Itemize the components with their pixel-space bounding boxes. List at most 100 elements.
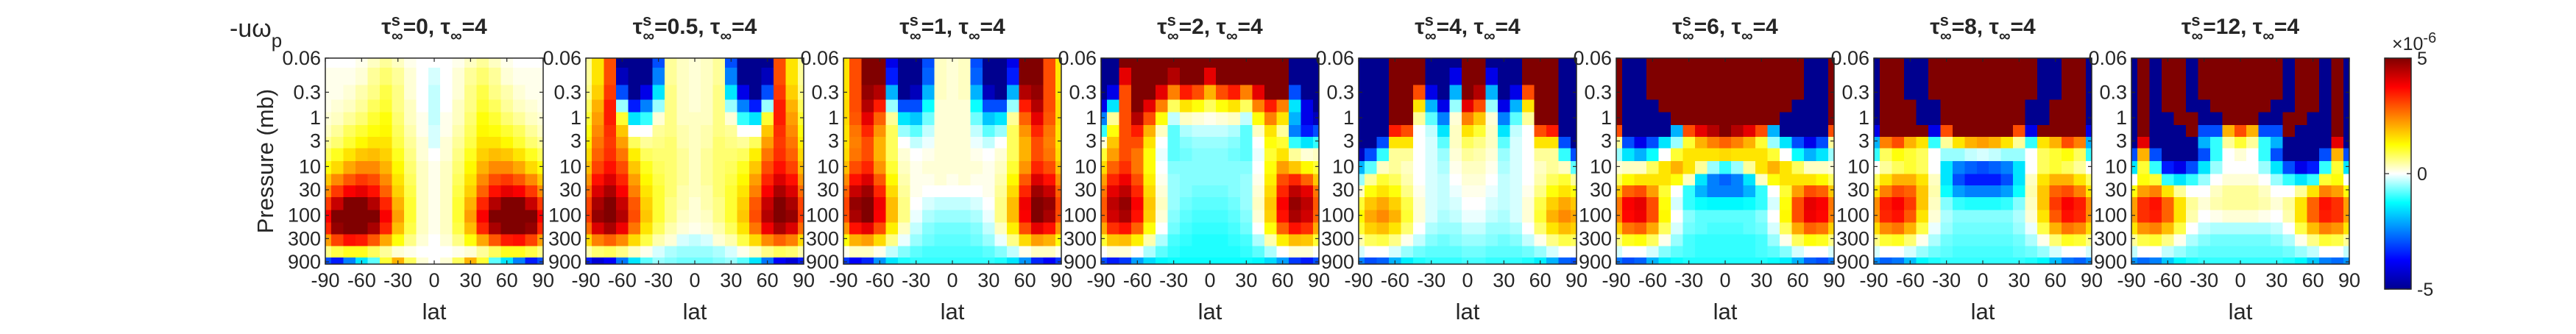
heatmap-cell: [1510, 210, 1523, 224]
heatmap-cell: [2271, 85, 2284, 100]
heatmap-cell: [2073, 99, 2087, 113]
heatmap-cell: [2271, 148, 2284, 162]
heatmap-cell: [1485, 210, 1498, 224]
heatmap-cell: [1007, 234, 1020, 246]
heatmap-cell: [2061, 85, 2074, 100]
heatmap-cell: [1780, 185, 1793, 198]
heatmap-cell: [1558, 68, 1571, 85]
heatmap-cell: [749, 222, 762, 235]
heatmap-cell: [1376, 246, 1390, 258]
heatmap-cell: [2173, 196, 2187, 210]
heatmap-cell: [849, 234, 863, 246]
heatmap-cell: [512, 185, 526, 198]
heatmap-cell: [440, 85, 453, 100]
heatmap-cell: [628, 68, 641, 85]
heatmap-cell: [489, 174, 502, 186]
heatmap-cell: [1892, 174, 1905, 186]
heatmap-cell: [1019, 210, 1032, 224]
x-axis-label: lat: [1971, 299, 1995, 324]
heatmap-cell: [1803, 112, 1816, 126]
x-tick-label: -30: [383, 269, 412, 291]
heatmap-cell: [440, 99, 453, 113]
heatmap-cell: [1634, 85, 1647, 100]
heatmap-cell: [1916, 99, 1929, 113]
heatmap-cell: [1880, 58, 1893, 68]
heatmap-cell: [843, 136, 850, 149]
heatmap-cell: [2173, 257, 2187, 265]
heatmap-cell: [380, 222, 393, 235]
heatmap-cell: [2295, 174, 2308, 186]
heatmap-cell: [1989, 222, 2002, 235]
heatmap-cell: [1107, 246, 1120, 258]
heatmap-cell: [849, 68, 863, 85]
heatmap-cell: [440, 185, 453, 198]
heatmap-cell: [843, 257, 850, 265]
heatmap-cell: [2331, 148, 2344, 162]
heatmap-cell: [1301, 185, 1314, 198]
heatmap-cell: [1055, 99, 1062, 113]
heatmap-cell: [910, 161, 923, 174]
heatmap-cell: [688, 148, 701, 162]
heatmap-cell: [392, 185, 405, 198]
heatmap-cell: [325, 257, 332, 265]
heatmap-cell: [921, 148, 935, 162]
heatmap-cell: [2073, 222, 2087, 235]
heatmap-cell: [489, 257, 502, 265]
panel-title-tau-s-value: =8,: [1952, 15, 1989, 39]
heatmap-cell: [1743, 148, 1756, 162]
heatmap-cell: [1707, 185, 1720, 198]
heatmap-cell: [861, 161, 874, 174]
heatmap-cell: [1101, 174, 1108, 186]
heatmap-cell: [2343, 112, 2350, 126]
heatmap-cell: [1522, 174, 1535, 186]
heatmap-cell: [983, 112, 996, 126]
heatmap-cell: [1276, 148, 1289, 162]
heatmap-cell: [1719, 222, 1732, 235]
heatmap: [2131, 58, 2350, 265]
panel-7: τs ∞=8, τ∞=4-90 -60 -30 0 30 60 900.060.3131030…: [1830, 11, 2103, 324]
heatmap-cell: [1019, 185, 1032, 198]
heatmap-cell: [994, 68, 1008, 85]
heatmap-cell: [983, 222, 996, 235]
heatmap-cell: [2061, 234, 2074, 246]
heatmap-cell: [921, 222, 935, 235]
heatmap-cell: [1952, 85, 1965, 100]
heatmap-cell: [489, 68, 502, 85]
heatmap-cell: [1216, 174, 1229, 186]
heatmap-cell: [1616, 196, 1623, 210]
heatmap-cell: [1780, 234, 1793, 246]
heatmap-cell: [1449, 185, 1462, 198]
heatmap-cell: [2343, 136, 2350, 149]
panel-title-tau-inf-value: =4: [2011, 15, 2037, 39]
heatmap-cell: [2162, 196, 2175, 210]
heatmap-cell: [537, 196, 544, 210]
y-tick-label: 3: [828, 130, 839, 152]
heatmap-cell: [1707, 161, 1720, 174]
heatmap-cell: [2318, 196, 2332, 210]
heatmap-cell: [1264, 68, 1278, 85]
heatmap-cell: [1616, 246, 1623, 258]
heatmap-cell: [2222, 58, 2235, 68]
heatmap-cell: [1707, 99, 1720, 113]
heatmap-cell: [749, 196, 762, 210]
heatmap-cell: [1498, 246, 1511, 258]
heatmap-cell: [676, 161, 690, 174]
heatmap-cell: [1803, 99, 1816, 113]
heatmap-cell: [1534, 161, 1547, 174]
heatmap-cell: [1522, 185, 1535, 198]
heatmap-cell: [1928, 58, 1942, 68]
x-tick-label: -30: [2190, 269, 2218, 291]
heatmap-cell: [1791, 58, 1805, 68]
heatmap-cell: [898, 210, 911, 224]
heatmap-cell: [586, 185, 592, 198]
heatmap-cell: [1167, 210, 1181, 224]
heatmap-cell: [1376, 99, 1390, 113]
heatmap-cell: [701, 136, 714, 149]
heatmap-cell: [2049, 99, 2062, 113]
heatmap-cell: [652, 85, 665, 100]
heatmap-cell: [652, 210, 665, 224]
y-tick-label: 100: [1064, 205, 1097, 227]
heatmap-cell: [1389, 246, 1402, 258]
heatmap-cell: [2295, 246, 2308, 258]
heatmap-cell: [2025, 68, 2038, 85]
